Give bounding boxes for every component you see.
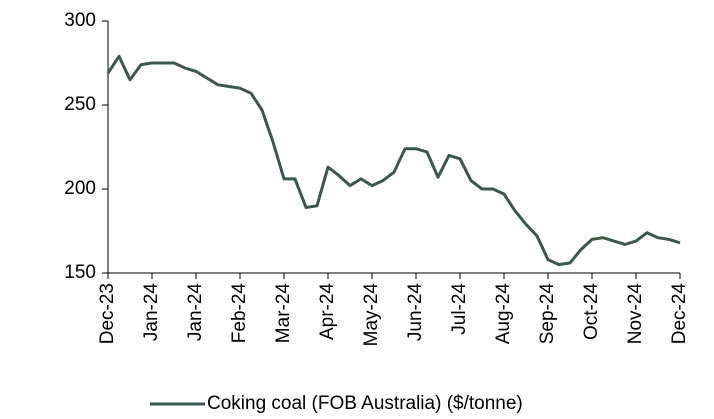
x-tick-label: Jan-24: [141, 283, 162, 342]
x-tick-label: May-24: [361, 283, 382, 347]
x-tick-label: Jan-24: [185, 283, 206, 342]
x-tick-label: Mar-24: [273, 283, 294, 344]
x-tick-label: Nov-24: [625, 283, 646, 345]
data-line: [106, 54, 681, 267]
x-tick-label: Dec-24: [669, 283, 690, 345]
y-tick-label: 150: [64, 262, 96, 283]
legend-label: Coking coal (FOB Australia) ($/tonne): [207, 393, 523, 414]
x-tick-label: Oct-24: [581, 283, 602, 340]
y-tick-label: 200: [64, 178, 96, 199]
y-tick-label: 250: [64, 94, 96, 115]
x-tick-label: Feb-24: [229, 283, 250, 344]
x-tick-label: Jun-24: [405, 283, 426, 342]
x-tick-label: Apr-24: [317, 283, 338, 340]
y-tick-label: 300: [64, 10, 96, 31]
x-tick-label: Sep-24: [537, 283, 558, 345]
x-tick-label: Dec-23: [97, 283, 118, 344]
x-tick-label: Aug-24: [493, 283, 514, 345]
x-tick-label: Jul-24: [449, 283, 470, 335]
